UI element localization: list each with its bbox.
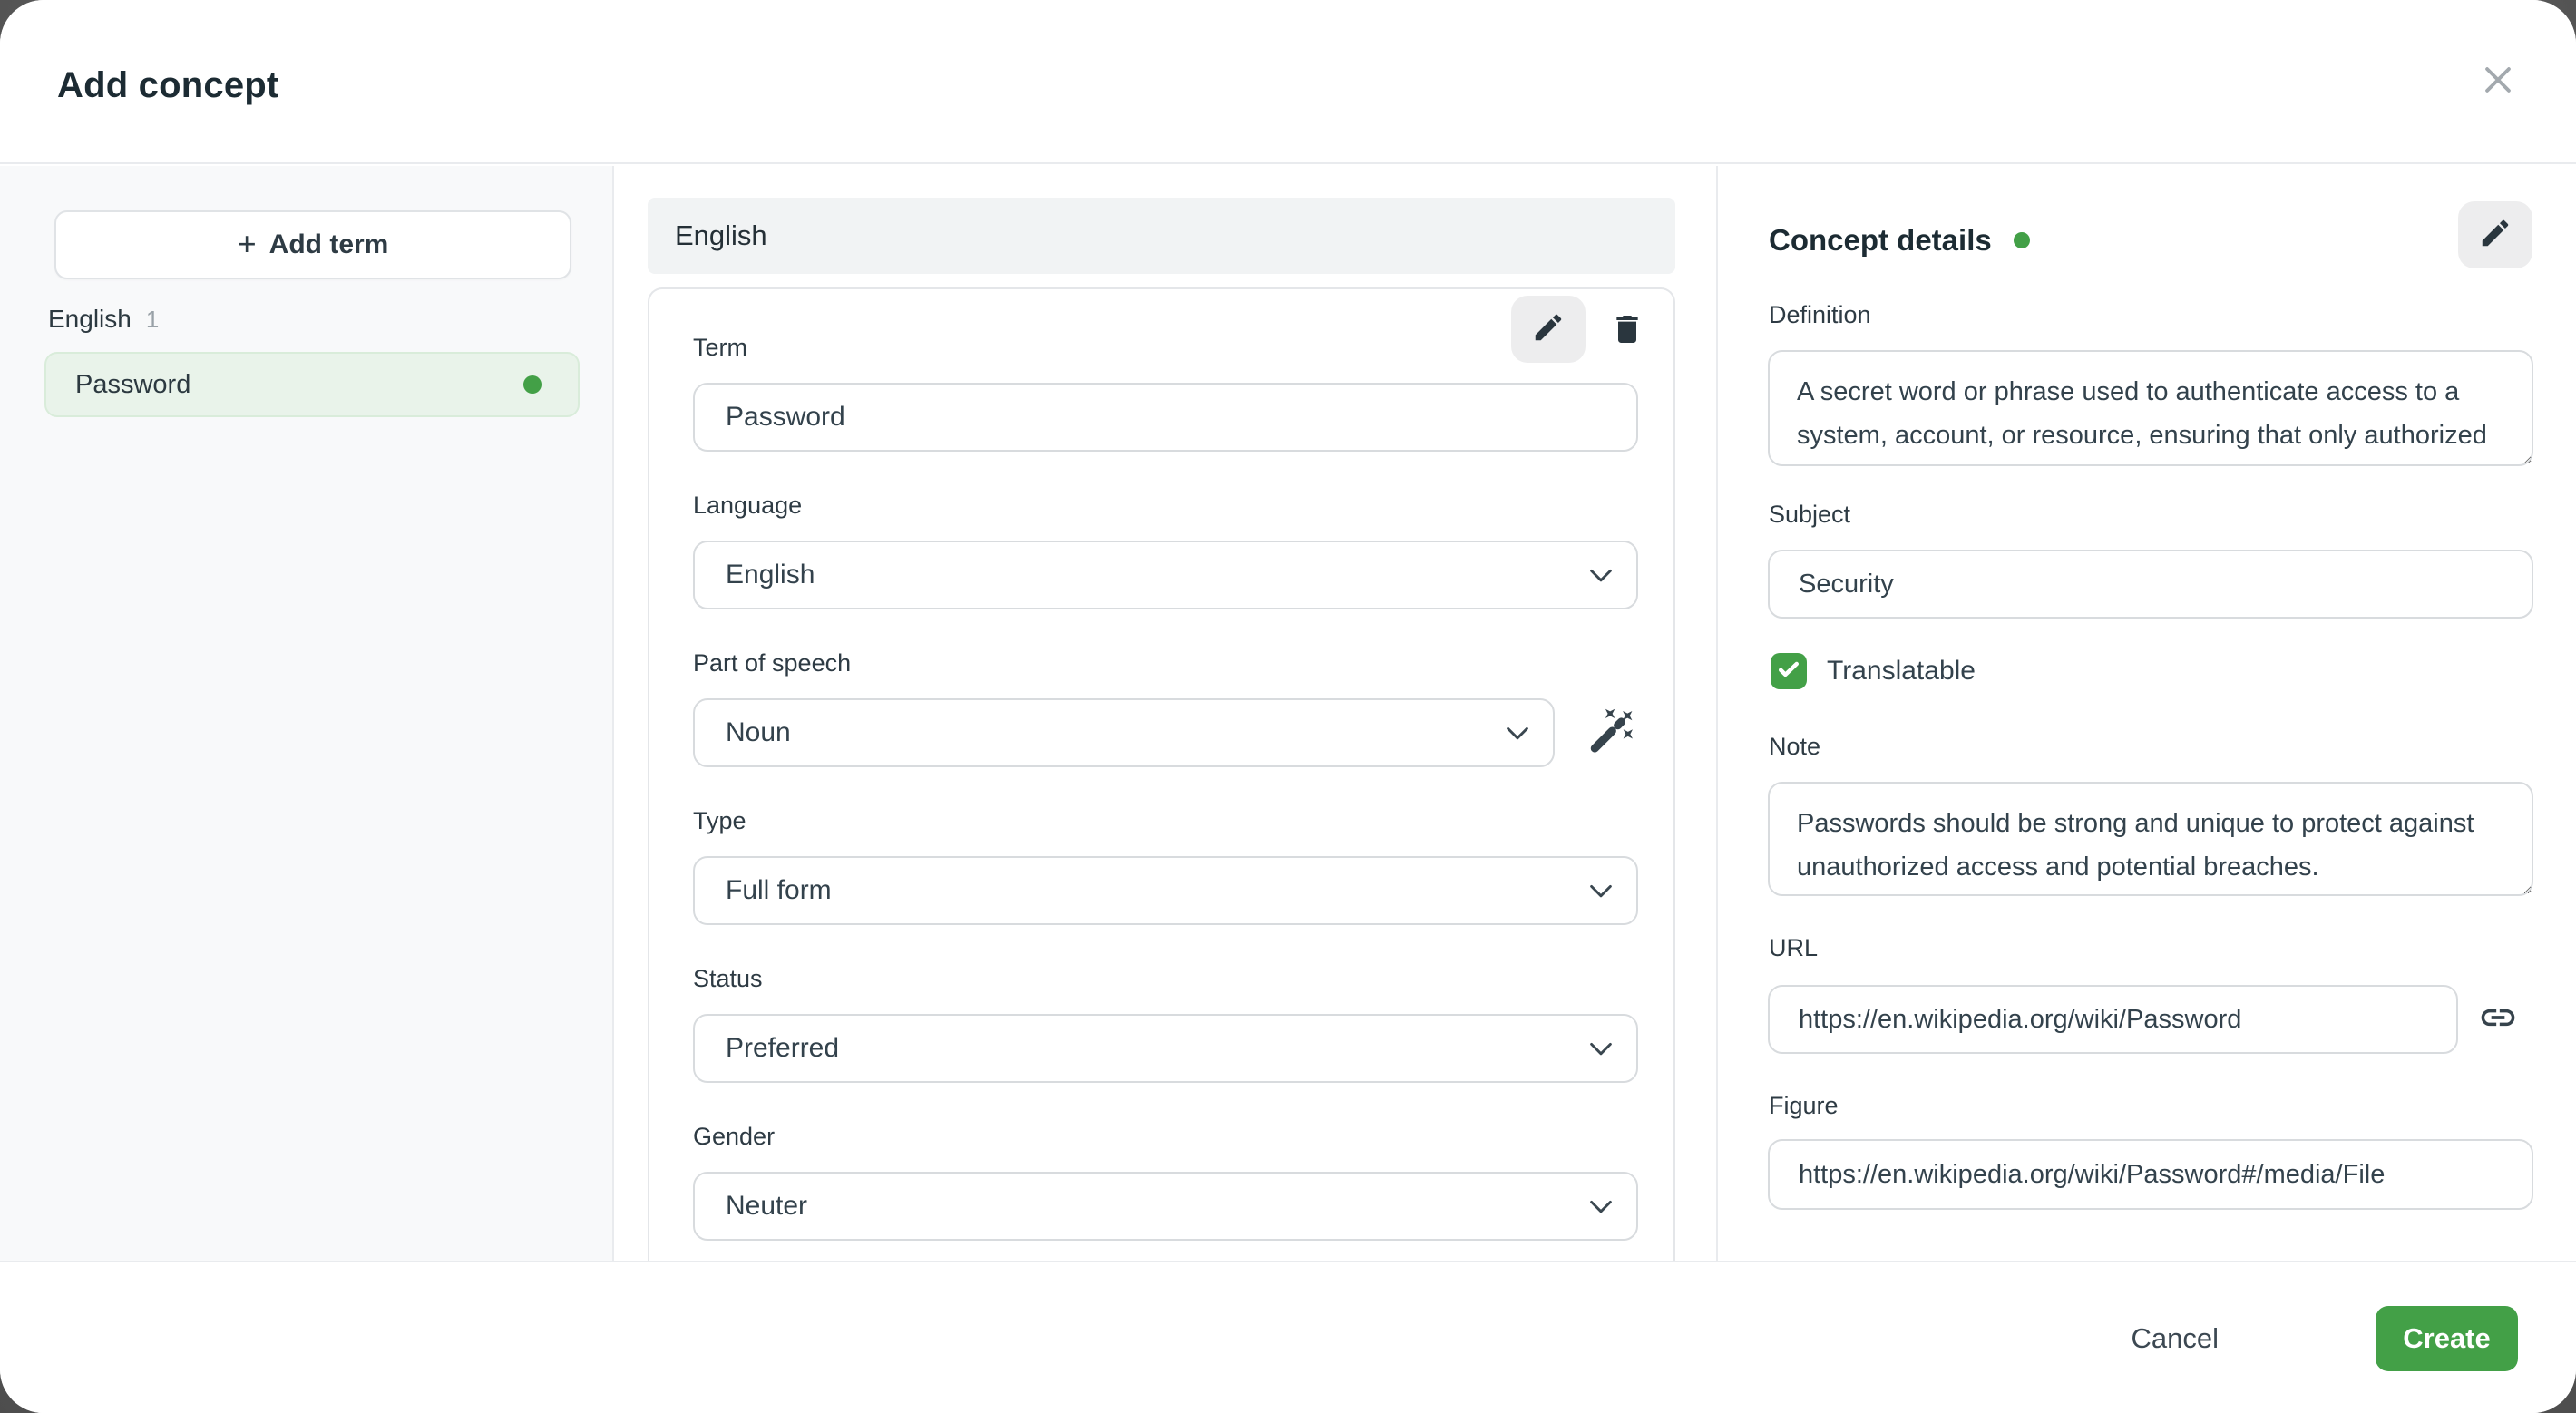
figure-input[interactable] [1768,1139,2533,1210]
term-label: Term [693,334,747,361]
term-editor-panel: English Term Language [616,166,1718,1261]
subject-input[interactable] [1768,550,2533,619]
definition-textarea[interactable]: A secret word or phrase used to authenti… [1768,350,2533,466]
term-section-header-label: English [675,219,767,251]
add-term-label: Add term [268,229,389,259]
status-select-value: Preferred [726,1033,840,1063]
part-of-speech-select[interactable]: Noun [693,698,1555,767]
chevron-down-icon [1589,1033,1613,1064]
modal-footer: Cancel Create [0,1261,2576,1413]
magic-wand-icon [1585,706,1634,760]
check-icon [1775,656,1802,687]
pencil-icon [1531,310,1566,349]
plus-icon: + [237,224,257,262]
pencil-icon [2478,216,2513,255]
language-select[interactable]: English [693,541,1638,609]
status-label: Status [693,965,763,992]
note-label: Note [1769,733,1821,760]
trash-icon [1609,311,1645,352]
modal-title: Add concept [57,65,279,105]
close-icon [2478,60,2518,104]
term-status-dot [523,375,542,394]
part-of-speech-label: Part of speech [693,649,852,677]
type-select[interactable]: Full form [693,856,1638,925]
term-input[interactable] [693,383,1638,452]
sidebar-term-password[interactable]: Password [44,352,580,417]
subject-label: Subject [1769,501,1851,528]
edit-concept-button[interactable] [2458,201,2532,268]
language-group-label: English [48,305,132,333]
figure-label: Figure [1769,1092,1839,1119]
note-textarea[interactable]: Passwords should be strong and unique to… [1768,782,2533,896]
part-of-speech-select-value: Noun [726,717,791,747]
link-icon [2478,998,2518,1042]
language-select-value: English [726,560,815,590]
modal-body: + Add term English 1 Password English [0,166,2576,1261]
edit-term-button[interactable] [1511,296,1586,363]
add-term-button[interactable]: + Add term [54,210,571,279]
concept-details-panel: Concept details Definition A secret word… [1720,166,2576,1261]
term-card: Term Language English Part of speech Nou… [648,287,1675,1261]
term-section-header: English [648,198,1675,274]
chevron-down-icon [1589,875,1613,906]
type-select-value: Full form [726,875,832,905]
type-label: Type [693,807,746,834]
translatable-row: Translatable [1771,653,1976,689]
url-input[interactable] [1768,985,2458,1054]
language-label: Language [693,492,803,519]
modal-header: Add concept [0,0,2576,164]
gender-label: Gender [693,1123,776,1150]
concept-details-header: Concept details [1769,223,2030,258]
gender-select-value: Neuter [726,1191,808,1221]
chevron-down-icon [1589,560,1613,590]
translatable-label: Translatable [1827,656,1976,686]
open-url-button[interactable] [2473,994,2523,1045]
concept-details-title: Concept details [1769,223,1992,257]
concept-status-dot [2013,232,2030,248]
language-group-count: 1 [145,306,160,333]
cancel-button[interactable]: Cancel [2104,1306,2247,1371]
language-group-header: English 1 [48,305,159,334]
definition-label: Definition [1769,301,1871,328]
term-item-label: Password [75,369,191,399]
chevron-down-icon [1506,717,1529,748]
gender-select[interactable]: Neuter [693,1172,1638,1241]
url-label: URL [1769,934,1819,961]
create-button[interactable]: Create [2376,1306,2518,1371]
translatable-checkbox[interactable] [1771,653,1807,689]
delete-term-button[interactable] [1602,306,1653,356]
suggest-part-of-speech-button[interactable] [1580,704,1638,762]
close-button[interactable] [2476,60,2520,103]
chevron-down-icon [1589,1191,1613,1222]
terms-sidebar: + Add term English 1 Password [0,166,614,1261]
status-select[interactable]: Preferred [693,1014,1638,1083]
